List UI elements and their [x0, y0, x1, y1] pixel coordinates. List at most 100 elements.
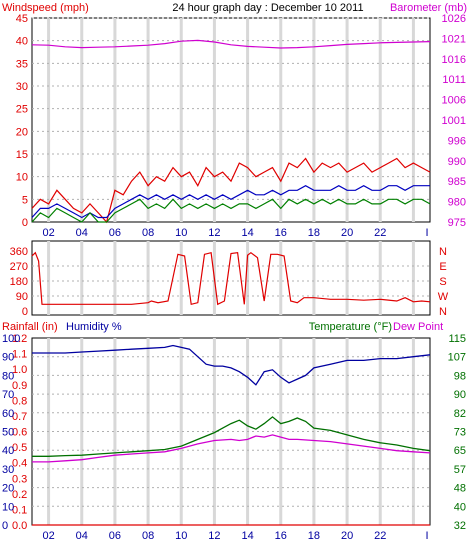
humidity-tick-label: 70: [2, 389, 14, 401]
direction-tick-label: 360: [10, 246, 28, 258]
x-tick-label: 04: [76, 227, 88, 239]
compass-tick-label: N: [439, 246, 447, 258]
dewpoint-line: [32, 434, 431, 463]
wind-series: [31, 39, 431, 224]
x-tick-label: 02: [42, 530, 54, 542]
barometer-line: [31, 39, 431, 49]
rainfall-tick-label: 0.0: [12, 520, 27, 532]
x-tick-label: 10: [175, 227, 187, 239]
wind-tick-label: 20: [16, 126, 28, 138]
rainfall-tick-label: 0.1: [12, 504, 27, 516]
barometer-tick-label: 1011: [442, 74, 466, 86]
x-tick-label: 06: [109, 227, 121, 239]
rainfall-axis-label: Rainfall (in): [2, 321, 58, 333]
wind-line: [31, 185, 430, 219]
humidity-tick-label: 90: [2, 352, 14, 364]
temperature-tick-label: 90: [454, 389, 466, 401]
rainfall-tick-label: 0.2: [12, 489, 27, 501]
temperature-tick-label: 32: [454, 520, 466, 532]
temperature-ticks: 32 40 48 57 65 73 82 90 98 107 115: [448, 333, 466, 532]
wind-line: [31, 157, 431, 224]
humidity-tick-label: 100: [2, 333, 20, 345]
rainfall-tick-label: 1.0: [12, 364, 27, 376]
humidity-tick-label: 60: [2, 408, 14, 420]
wind-tick-label: 25: [16, 104, 28, 116]
x-tick-label: I: [425, 227, 428, 239]
barometer-tick-label: 1026: [442, 13, 466, 25]
humidity-tick-label: 10: [2, 501, 14, 513]
temperature-tick-label: 65: [454, 445, 466, 457]
barometer-axis-label: Barometer (mb): [390, 2, 467, 14]
wind-axis-label: Windspeed (mph): [2, 2, 89, 14]
x-tick-label: 14: [241, 530, 253, 542]
x-tick-label: 22: [374, 227, 386, 239]
rainfall-tick-label: 0.9: [12, 380, 27, 392]
wind-line: [31, 198, 431, 223]
humidity-ticks: 0 10 20 30 40 50 60 70 80 90 100: [2, 333, 20, 532]
rainfall-tick-label: 0.8: [12, 395, 27, 407]
temperature-tick-label: 107: [448, 352, 466, 364]
x-tick-label: 16: [275, 227, 287, 239]
rainfall-tick-label: 0.3: [12, 473, 27, 485]
temp-series: [32, 344, 431, 526]
x-tick-label: 02: [42, 227, 54, 239]
barometer-tick-label: 1001: [442, 115, 466, 127]
rainfall-tick-label: 0.7: [12, 411, 27, 423]
humidity-tick-label: 20: [2, 483, 14, 495]
x-tick-label: 06: [109, 530, 121, 542]
rainfall-tick-label: 0.4: [12, 458, 27, 470]
temperature-line: [32, 416, 431, 457]
temperature-tick-label: 82: [454, 408, 466, 420]
graph-title: 24 hour graph day : December 10 2011: [172, 2, 363, 14]
temperature-tick-label: 115: [448, 333, 466, 345]
wind-direction-line: [31, 251, 431, 306]
x-tick-label: 22: [374, 530, 386, 542]
x-tick-label: 10: [175, 530, 187, 542]
barometer-tick-label: 1006: [442, 95, 466, 107]
temperature-tick-label: 98: [454, 370, 466, 382]
barometer-tick-label: 1021: [442, 33, 466, 45]
x-tick-label: 14: [241, 227, 253, 239]
wind-tick-label: 10: [16, 172, 28, 184]
humidity-tick-label: 80: [2, 370, 14, 382]
temp-x-ticks: 02 04 06 08 10 12 14 16 18 20 22 I: [42, 530, 428, 542]
compass-tick-label: S: [439, 276, 446, 288]
temperature-axis-label: Temperature (°F): [309, 321, 392, 333]
direction-tick-label: 0: [22, 306, 28, 318]
x-tick-label: 20: [341, 530, 353, 542]
barometer-tick-label: 980: [448, 197, 466, 209]
x-tick-label: 18: [308, 227, 320, 239]
wind-tick-label: 45: [16, 13, 28, 25]
barometer-tick-label: 1016: [442, 54, 466, 66]
rainfall-tick-label: 1.2: [12, 333, 27, 345]
wind-tick-label: 40: [16, 36, 28, 48]
wind-tick-label: 15: [16, 149, 28, 161]
wind-x-ticks: 02 04 06 08 10 12 14 16 18 20 22 I: [42, 227, 428, 239]
temperature-tick-label: 57: [454, 464, 466, 476]
temperature-tick-label: 48: [454, 483, 466, 495]
barometer-tick-label: 975: [448, 217, 466, 229]
wind-tick-label: 5: [22, 194, 28, 206]
temperature-tick-label: 73: [454, 427, 466, 439]
barometer-tick-label: 996: [448, 135, 466, 147]
direction-left-ticks: 0 90 180 270 360: [10, 246, 28, 318]
wind-left-ticks: 0 5 10 15 20 25 30 35 40 45: [16, 13, 28, 229]
rainfall-ticks: 0.0 0.1 0.2 0.3 0.4 0.5 0.6 0.7 0.8 0.9 1.0 1.1 1.2: [12, 333, 27, 532]
humidity-tick-label: 0: [2, 520, 8, 532]
humidity-tick-label: 40: [2, 445, 14, 457]
wind-grid: [32, 17, 430, 222]
compass-tick-label: E: [439, 261, 446, 273]
humidity-tick-label: 30: [2, 464, 14, 476]
dewpoint-axis-label: Dew Point: [393, 321, 443, 333]
x-tick-label: 08: [142, 227, 154, 239]
humidity-axis-label: Humidity %: [66, 321, 122, 333]
wind-plot-area: [31, 17, 431, 223]
x-tick-label: 08: [142, 530, 154, 542]
direction-tick-label: 270: [10, 261, 28, 273]
rainfall-tick-label: 0.5: [12, 442, 27, 454]
direction-tick-label: 180: [10, 276, 28, 288]
